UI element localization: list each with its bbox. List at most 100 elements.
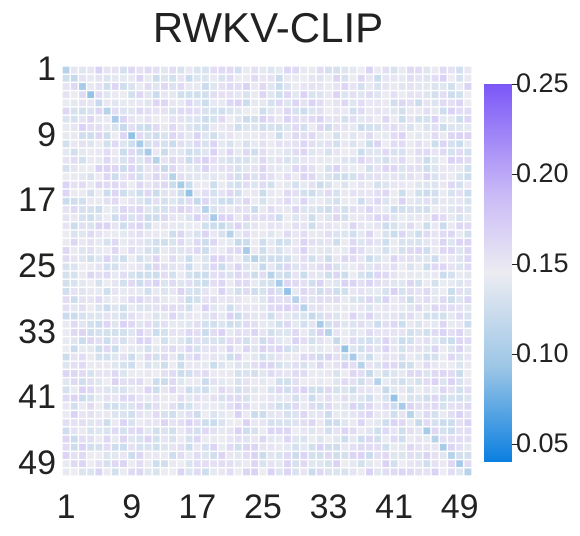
heatmap-cell	[340, 147, 350, 157]
heatmap-cell	[62, 294, 71, 305]
heatmap-cell	[430, 352, 440, 362]
heatmap-cell	[85, 66, 96, 75]
heatmap-cell	[110, 458, 121, 469]
heatmap-cell	[274, 393, 285, 403]
heatmap-cell	[159, 204, 170, 215]
heatmap-cell	[69, 163, 80, 174]
heatmap-cell	[463, 147, 472, 157]
heatmap-cell	[94, 450, 104, 461]
heatmap-cell	[381, 311, 391, 321]
heatmap-cell	[217, 401, 227, 412]
heatmap-cell	[413, 262, 424, 272]
heatmap-cell	[85, 417, 96, 428]
heatmap-cell	[307, 163, 317, 174]
heatmap-cell	[397, 294, 408, 305]
heatmap-cell	[192, 294, 203, 305]
heatmap-cell	[167, 253, 178, 264]
heatmap-cell	[405, 417, 416, 428]
heatmap-cell-diagonal	[151, 155, 162, 166]
heatmap-cell	[463, 311, 472, 321]
heatmap-cell	[422, 73, 432, 84]
heatmap-cell	[413, 163, 424, 174]
chart-title: RWKV-CLIP	[152, 4, 384, 51]
heatmap-cell	[454, 122, 465, 133]
heatmap-cell	[167, 196, 178, 207]
heatmap-cell	[364, 237, 375, 248]
heatmap-cell	[110, 237, 121, 248]
heatmap-cell	[454, 368, 465, 379]
heatmap-cell	[430, 311, 440, 321]
heatmap-cell	[176, 196, 186, 207]
y-tick-label: 17	[18, 181, 56, 220]
heatmap-cell	[438, 98, 449, 108]
heatmap-cell	[151, 270, 162, 280]
heatmap-cell	[151, 417, 162, 428]
heatmap-cell	[340, 262, 350, 272]
heatmap-cell	[102, 294, 112, 305]
heatmap-cell	[225, 393, 235, 403]
heatmap-cell	[126, 409, 137, 420]
heatmap-cell	[167, 344, 178, 354]
heatmap-cell	[167, 229, 178, 239]
heatmap-cell	[192, 385, 203, 395]
heatmap-cell	[225, 204, 235, 215]
heatmap-cell	[389, 245, 399, 256]
heatmap-cell	[266, 163, 276, 174]
heatmap-cell	[454, 442, 465, 453]
heatmap-cell	[167, 180, 178, 190]
heatmap-cell	[446, 409, 457, 420]
heatmap-cell	[274, 409, 285, 420]
heatmap-cell	[135, 204, 145, 215]
heatmap-cell	[274, 204, 285, 215]
heatmap-cell	[102, 278, 112, 289]
heatmap-cell	[225, 344, 235, 354]
heatmap-cell	[381, 442, 391, 453]
heatmap-cell	[159, 155, 170, 166]
heatmap-cell-diagonal	[430, 434, 440, 444]
heatmap-cell	[94, 188, 104, 198]
heatmap-cell	[118, 335, 129, 346]
heatmap-cell	[446, 376, 457, 387]
x-tick-label: 9	[122, 488, 142, 526]
heatmap-cell	[356, 98, 367, 108]
heatmap-cell	[208, 221, 219, 231]
heatmap-cell	[340, 417, 350, 428]
heatmap-cell	[69, 188, 80, 198]
heatmap-cell	[397, 434, 408, 444]
heatmap-cell	[249, 171, 260, 182]
heatmap-cell	[102, 401, 112, 412]
heatmap-cell	[217, 130, 227, 141]
heatmap-cell	[364, 393, 375, 403]
heatmap-cell	[356, 426, 367, 436]
heatmap-cell	[126, 467, 137, 476]
heatmap-cell	[151, 139, 162, 149]
heatmap-cell	[413, 81, 424, 92]
heatmap-cell	[430, 245, 440, 256]
heatmap-cell	[340, 270, 350, 280]
heatmap-cell	[405, 204, 416, 215]
heatmap-cell	[249, 229, 260, 239]
heatmap-cell	[85, 163, 96, 174]
heatmap-cell	[110, 278, 121, 289]
heatmap-cell	[348, 237, 358, 248]
heatmap-cell	[126, 253, 137, 264]
heatmap-cell	[118, 180, 129, 190]
heatmap-cell	[167, 147, 178, 157]
heatmap-cell	[307, 229, 317, 239]
heatmap-cell	[126, 393, 137, 403]
heatmap-cell	[315, 130, 326, 141]
heatmap-cell	[422, 442, 432, 453]
heatmap-cell	[430, 139, 440, 149]
heatmap-cell	[225, 237, 235, 248]
heatmap-cell	[389, 237, 399, 248]
heatmap-cell	[208, 385, 219, 395]
heatmap-cell	[258, 385, 268, 395]
heatmap-cell	[258, 171, 268, 182]
heatmap-cell	[364, 426, 375, 436]
heatmap-cell	[208, 229, 219, 239]
heatmap-cell	[274, 417, 285, 428]
heatmap-cell	[233, 311, 244, 321]
heatmap-cell	[463, 401, 472, 412]
heatmap-cell	[208, 106, 219, 116]
heatmap-cell	[233, 155, 244, 166]
